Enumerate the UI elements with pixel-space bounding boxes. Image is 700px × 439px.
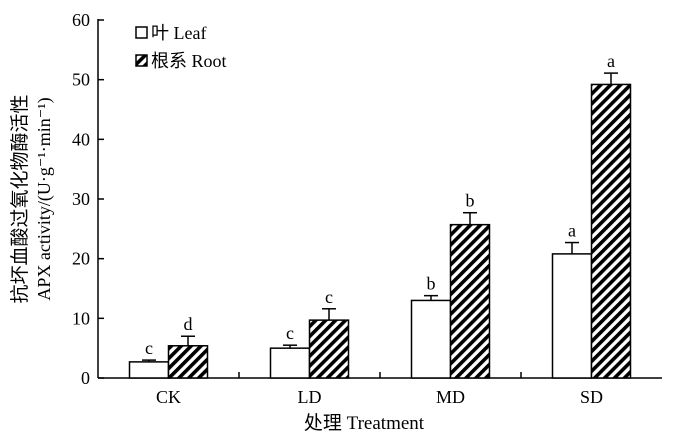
significance-letter: d — [184, 314, 193, 334]
bar-root-ld — [308, 319, 350, 379]
bar-root-ck — [167, 345, 209, 379]
legend-swatch-leaf — [135, 26, 148, 39]
y-tick-label: 10 — [72, 308, 90, 328]
y-tick-label: 50 — [72, 70, 90, 90]
y-tick-label: 30 — [72, 189, 90, 209]
x-tick-label: MD — [436, 387, 465, 407]
bar-leaf-ld — [269, 347, 311, 379]
y-axis-title-chinese: 抗坏血酸过氧化物酶活性 — [9, 94, 31, 303]
bars: c d c c b b a a — [128, 51, 632, 379]
y-tick-label: 20 — [72, 249, 90, 269]
bar-leaf-md — [410, 299, 452, 379]
y-axis-title-english: APX activity/(U·g⁻¹·min⁻¹) — [34, 97, 55, 300]
y-tick-label: 40 — [72, 129, 90, 149]
legend-label-root: 根系 Root — [151, 51, 227, 71]
significance-letter: c — [325, 287, 333, 307]
significance-letter: c — [286, 323, 294, 343]
legend-label-leaf: 叶 Leaf — [151, 23, 206, 43]
x-axis-title: 处理 Treatment — [304, 412, 425, 434]
significance-letter: a — [607, 51, 615, 71]
bar-leaf-ck — [128, 361, 170, 379]
significance-letter: a — [568, 221, 576, 241]
significance-letter: b — [427, 274, 436, 294]
bar-root-md — [449, 223, 491, 379]
x-tick-label: SD — [580, 387, 603, 407]
legend: 叶 Leaf 根系 Root — [135, 23, 227, 71]
x-tick-label: LD — [298, 387, 322, 407]
bar-root-sd — [590, 83, 632, 379]
y-tick-label: 60 — [72, 10, 90, 30]
y-tick-label: 0 — [81, 368, 90, 388]
axes: 0 10 20 30 40 50 60 CK LD MD SD — [72, 10, 662, 407]
significance-letter: c — [145, 338, 153, 358]
significance-letter: b — [466, 191, 475, 211]
bar-leaf-sd — [551, 253, 593, 379]
legend-swatch-root — [135, 54, 148, 67]
x-tick-label: CK — [156, 387, 181, 407]
